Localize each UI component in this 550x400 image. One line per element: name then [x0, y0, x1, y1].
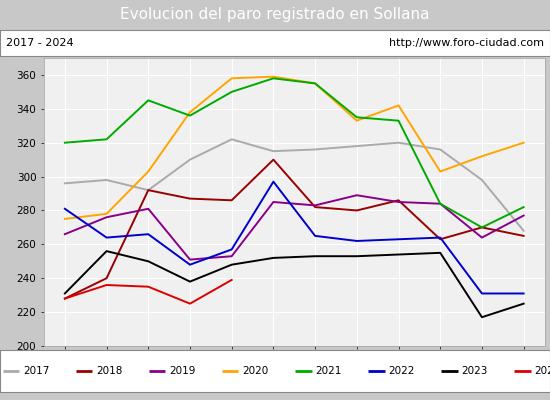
Text: 2023: 2023 — [461, 366, 488, 376]
Text: 2017 - 2024: 2017 - 2024 — [6, 38, 73, 48]
Text: 2017: 2017 — [23, 366, 50, 376]
Text: 2018: 2018 — [96, 366, 123, 376]
Text: 2019: 2019 — [169, 366, 196, 376]
Text: Evolucion del paro registrado en Sollana: Evolucion del paro registrado en Sollana — [120, 8, 430, 22]
Text: http://www.foro-ciudad.com: http://www.foro-ciudad.com — [389, 38, 544, 48]
Text: 2022: 2022 — [388, 366, 415, 376]
Text: 2021: 2021 — [315, 366, 342, 376]
Text: 2024: 2024 — [535, 366, 550, 376]
Text: 2020: 2020 — [243, 366, 268, 376]
